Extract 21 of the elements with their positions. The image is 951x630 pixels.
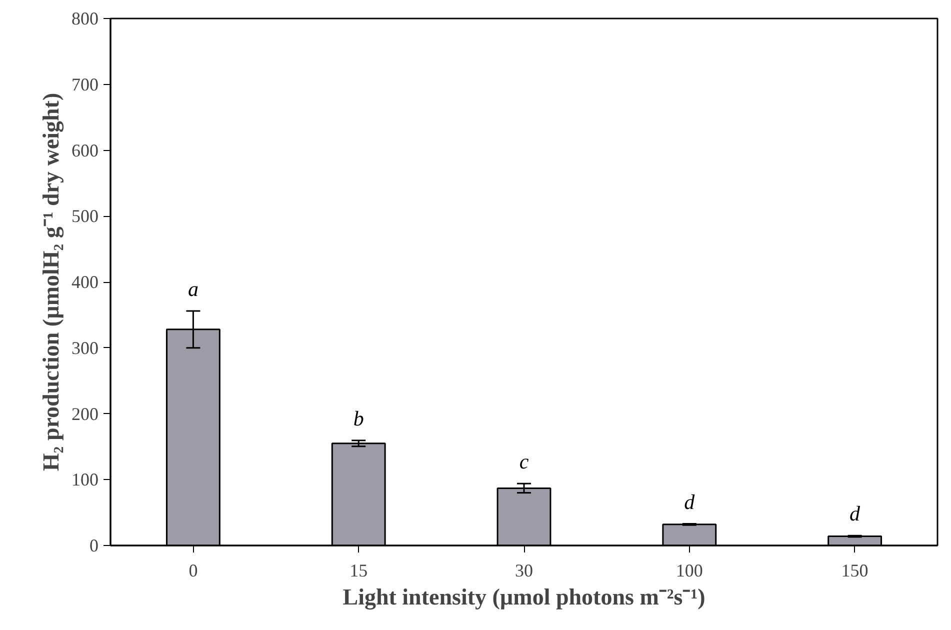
- x-tick-label: 100: [676, 560, 703, 580]
- y-tick-label: 800: [72, 8, 98, 28]
- annotation: d: [850, 502, 861, 526]
- y-tick-label: 500: [72, 206, 98, 226]
- x-axis-title: Light intensity (µmol photons m⁻²s⁻¹): [342, 584, 706, 610]
- y-tick-label: 700: [72, 74, 98, 94]
- x-tick-label: 15: [350, 560, 368, 580]
- x-tick-label: 30: [515, 560, 533, 580]
- y-tick-label: 100: [72, 470, 98, 490]
- annotation: b: [353, 406, 364, 430]
- y-tick-label: 300: [72, 338, 98, 358]
- y-tick-label: 600: [72, 140, 98, 160]
- y-axis-title: H₂ production (µmolH₂ g⁻¹ dry weight): [38, 92, 64, 472]
- annotation: a: [188, 276, 198, 301]
- x-tick-label: 0: [188, 560, 198, 580]
- annotation: d: [684, 490, 696, 514]
- annotation: c: [519, 450, 530, 474]
- y-tick-label: 0: [90, 536, 98, 556]
- x-tick-label: 150: [841, 560, 868, 580]
- y-tick-label: 400: [72, 272, 98, 292]
- y-tick-label: 200: [72, 404, 98, 424]
